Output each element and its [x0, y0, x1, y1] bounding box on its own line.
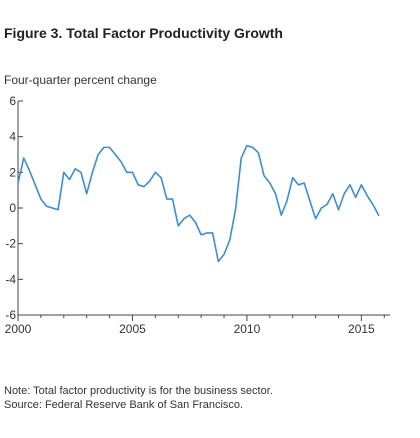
series-layer [17, 144, 380, 263]
y-tick-label: -6 [5, 308, 16, 322]
y-axis-unit-label: Four-quarter percent change [4, 73, 157, 87]
x-tick-label: 2010 [234, 322, 261, 336]
y-tick-label: -2 [5, 237, 16, 251]
note-text: Note: Total factor productivity is for t… [4, 385, 273, 397]
chart-title: Figure 3. Total Factor Productivity Grow… [4, 25, 283, 41]
ticks-layer: -6 -4 -2 0 2 4 6 2000 2005 2010 2015 [5, 94, 385, 336]
chart-notes: Note: Total factor productivity is for t… [4, 385, 273, 412]
x-tick-label: 2015 [348, 322, 375, 336]
x-tick-label: 2000 [5, 322, 32, 336]
axes-layer [17, 101, 390, 316]
y-tick-label: 4 [9, 130, 16, 144]
source-text: Source: Federal Reserve Bank of San Fran… [4, 398, 244, 411]
productivity-line-chart: -6 -4 -2 0 2 4 6 2000 2005 2010 2015 [5, 94, 390, 336]
y-tick-label: 6 [9, 94, 16, 108]
x-tick-label: 2005 [119, 322, 146, 336]
y-tick-label: -4 [5, 272, 16, 286]
tfp-growth-series-line [17, 144, 380, 263]
y-tick-label: 2 [9, 165, 16, 179]
y-tick-label: 0 [9, 201, 16, 215]
